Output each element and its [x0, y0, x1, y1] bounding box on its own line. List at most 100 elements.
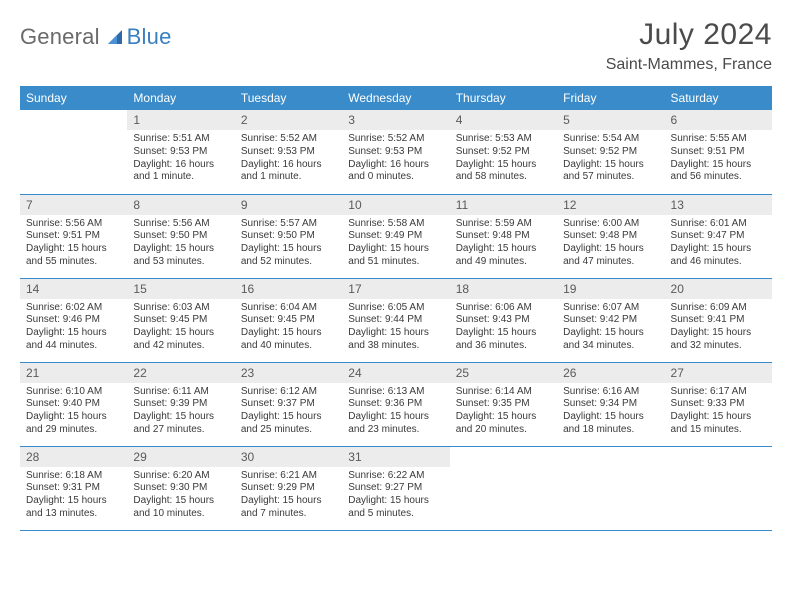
day-number: 11	[450, 195, 557, 215]
day-number: 29	[127, 447, 234, 467]
calendar-week: 7Sunrise: 5:56 AMSunset: 9:51 PMDaylight…	[20, 194, 772, 278]
day-details: Sunrise: 6:03 AMSunset: 9:45 PMDaylight:…	[127, 299, 234, 358]
day-header: Friday	[557, 86, 664, 110]
day-details: Sunrise: 6:14 AMSunset: 9:35 PMDaylight:…	[450, 383, 557, 442]
day-number: 15	[127, 279, 234, 299]
calendar-cell: 23Sunrise: 6:12 AMSunset: 9:37 PMDayligh…	[235, 362, 342, 446]
day-header: Sunday	[20, 86, 127, 110]
day-details: Sunrise: 6:04 AMSunset: 9:45 PMDaylight:…	[235, 299, 342, 358]
calendar-cell: 12Sunrise: 6:00 AMSunset: 9:48 PMDayligh…	[557, 194, 664, 278]
day-number: 30	[235, 447, 342, 467]
day-details: Sunrise: 6:22 AMSunset: 9:27 PMDaylight:…	[342, 467, 449, 526]
day-number: 22	[127, 363, 234, 383]
calendar-table: SundayMondayTuesdayWednesdayThursdayFrid…	[20, 86, 772, 531]
calendar-cell: 30Sunrise: 6:21 AMSunset: 9:29 PMDayligh…	[235, 446, 342, 530]
day-number: 12	[557, 195, 664, 215]
day-header: Wednesday	[342, 86, 449, 110]
day-details: Sunrise: 6:05 AMSunset: 9:44 PMDaylight:…	[342, 299, 449, 358]
calendar-cell: 16Sunrise: 6:04 AMSunset: 9:45 PMDayligh…	[235, 278, 342, 362]
calendar-cell: 1Sunrise: 5:51 AMSunset: 9:53 PMDaylight…	[127, 110, 234, 194]
day-number: 2	[235, 110, 342, 130]
day-header: Thursday	[450, 86, 557, 110]
calendar-cell: 14Sunrise: 6:02 AMSunset: 9:46 PMDayligh…	[20, 278, 127, 362]
calendar-week: 14Sunrise: 6:02 AMSunset: 9:46 PMDayligh…	[20, 278, 772, 362]
day-details: Sunrise: 6:16 AMSunset: 9:34 PMDaylight:…	[557, 383, 664, 442]
logo-text-general: General	[20, 24, 100, 50]
day-number: 28	[20, 447, 127, 467]
calendar-cell: 18Sunrise: 6:06 AMSunset: 9:43 PMDayligh…	[450, 278, 557, 362]
header: General Blue July 2024 Saint-Mammes, Fra…	[20, 18, 772, 74]
calendar-cell	[20, 110, 127, 194]
day-details: Sunrise: 5:59 AMSunset: 9:48 PMDaylight:…	[450, 215, 557, 274]
calendar-cell: 15Sunrise: 6:03 AMSunset: 9:45 PMDayligh…	[127, 278, 234, 362]
calendar-cell: 13Sunrise: 6:01 AMSunset: 9:47 PMDayligh…	[665, 194, 772, 278]
day-number: 7	[20, 195, 127, 215]
day-details: Sunrise: 5:55 AMSunset: 9:51 PMDaylight:…	[665, 130, 772, 189]
day-number: 16	[235, 279, 342, 299]
calendar-cell: 31Sunrise: 6:22 AMSunset: 9:27 PMDayligh…	[342, 446, 449, 530]
title-block: July 2024 Saint-Mammes, France	[606, 18, 772, 74]
calendar-cell: 9Sunrise: 5:57 AMSunset: 9:50 PMDaylight…	[235, 194, 342, 278]
day-number: 25	[450, 363, 557, 383]
calendar-cell: 25Sunrise: 6:14 AMSunset: 9:35 PMDayligh…	[450, 362, 557, 446]
day-details: Sunrise: 5:54 AMSunset: 9:52 PMDaylight:…	[557, 130, 664, 189]
day-number: 31	[342, 447, 449, 467]
day-number: 17	[342, 279, 449, 299]
day-number: 1	[127, 110, 234, 130]
calendar-cell: 2Sunrise: 5:52 AMSunset: 9:53 PMDaylight…	[235, 110, 342, 194]
day-number: 23	[235, 363, 342, 383]
day-number: 5	[557, 110, 664, 130]
month-title: July 2024	[606, 18, 772, 52]
calendar-cell: 3Sunrise: 5:52 AMSunset: 9:53 PMDaylight…	[342, 110, 449, 194]
day-number: 27	[665, 363, 772, 383]
day-details: Sunrise: 5:58 AMSunset: 9:49 PMDaylight:…	[342, 215, 449, 274]
day-number: 9	[235, 195, 342, 215]
calendar-cell	[665, 446, 772, 530]
day-details: Sunrise: 5:52 AMSunset: 9:53 PMDaylight:…	[342, 130, 449, 189]
logo-sail-icon	[105, 27, 125, 47]
calendar-cell: 5Sunrise: 5:54 AMSunset: 9:52 PMDaylight…	[557, 110, 664, 194]
calendar-cell: 29Sunrise: 6:20 AMSunset: 9:30 PMDayligh…	[127, 446, 234, 530]
day-details: Sunrise: 6:01 AMSunset: 9:47 PMDaylight:…	[665, 215, 772, 274]
day-header: Monday	[127, 86, 234, 110]
day-number: 6	[665, 110, 772, 130]
logo: General Blue	[20, 18, 172, 50]
calendar-cell: 21Sunrise: 6:10 AMSunset: 9:40 PMDayligh…	[20, 362, 127, 446]
day-details: Sunrise: 5:56 AMSunset: 9:51 PMDaylight:…	[20, 215, 127, 274]
day-number: 18	[450, 279, 557, 299]
day-number: 3	[342, 110, 449, 130]
calendar-cell: 17Sunrise: 6:05 AMSunset: 9:44 PMDayligh…	[342, 278, 449, 362]
calendar-cell: 28Sunrise: 6:18 AMSunset: 9:31 PMDayligh…	[20, 446, 127, 530]
day-details: Sunrise: 6:00 AMSunset: 9:48 PMDaylight:…	[557, 215, 664, 274]
day-number: 21	[20, 363, 127, 383]
day-details: Sunrise: 5:52 AMSunset: 9:53 PMDaylight:…	[235, 130, 342, 189]
day-header: Tuesday	[235, 86, 342, 110]
calendar-cell: 4Sunrise: 5:53 AMSunset: 9:52 PMDaylight…	[450, 110, 557, 194]
day-number: 14	[20, 279, 127, 299]
calendar-cell: 8Sunrise: 5:56 AMSunset: 9:50 PMDaylight…	[127, 194, 234, 278]
calendar-cell: 26Sunrise: 6:16 AMSunset: 9:34 PMDayligh…	[557, 362, 664, 446]
day-number: 13	[665, 195, 772, 215]
day-details: Sunrise: 6:17 AMSunset: 9:33 PMDaylight:…	[665, 383, 772, 442]
logo-text-blue: Blue	[127, 24, 172, 50]
day-header: Saturday	[665, 86, 772, 110]
day-details: Sunrise: 5:51 AMSunset: 9:53 PMDaylight:…	[127, 130, 234, 189]
day-number: 10	[342, 195, 449, 215]
day-number: 19	[557, 279, 664, 299]
day-details: Sunrise: 6:18 AMSunset: 9:31 PMDaylight:…	[20, 467, 127, 526]
calendar-cell: 20Sunrise: 6:09 AMSunset: 9:41 PMDayligh…	[665, 278, 772, 362]
day-details: Sunrise: 6:06 AMSunset: 9:43 PMDaylight:…	[450, 299, 557, 358]
location: Saint-Mammes, France	[606, 56, 772, 74]
day-details: Sunrise: 6:12 AMSunset: 9:37 PMDaylight:…	[235, 383, 342, 442]
day-details: Sunrise: 6:11 AMSunset: 9:39 PMDaylight:…	[127, 383, 234, 442]
calendar-cell: 11Sunrise: 5:59 AMSunset: 9:48 PMDayligh…	[450, 194, 557, 278]
day-details: Sunrise: 6:02 AMSunset: 9:46 PMDaylight:…	[20, 299, 127, 358]
calendar-cell: 10Sunrise: 5:58 AMSunset: 9:49 PMDayligh…	[342, 194, 449, 278]
day-number: 26	[557, 363, 664, 383]
day-details: Sunrise: 6:10 AMSunset: 9:40 PMDaylight:…	[20, 383, 127, 442]
calendar-cell: 6Sunrise: 5:55 AMSunset: 9:51 PMDaylight…	[665, 110, 772, 194]
calendar-cell: 24Sunrise: 6:13 AMSunset: 9:36 PMDayligh…	[342, 362, 449, 446]
day-details: Sunrise: 5:53 AMSunset: 9:52 PMDaylight:…	[450, 130, 557, 189]
calendar-cell: 27Sunrise: 6:17 AMSunset: 9:33 PMDayligh…	[665, 362, 772, 446]
calendar-week: 1Sunrise: 5:51 AMSunset: 9:53 PMDaylight…	[20, 110, 772, 194]
